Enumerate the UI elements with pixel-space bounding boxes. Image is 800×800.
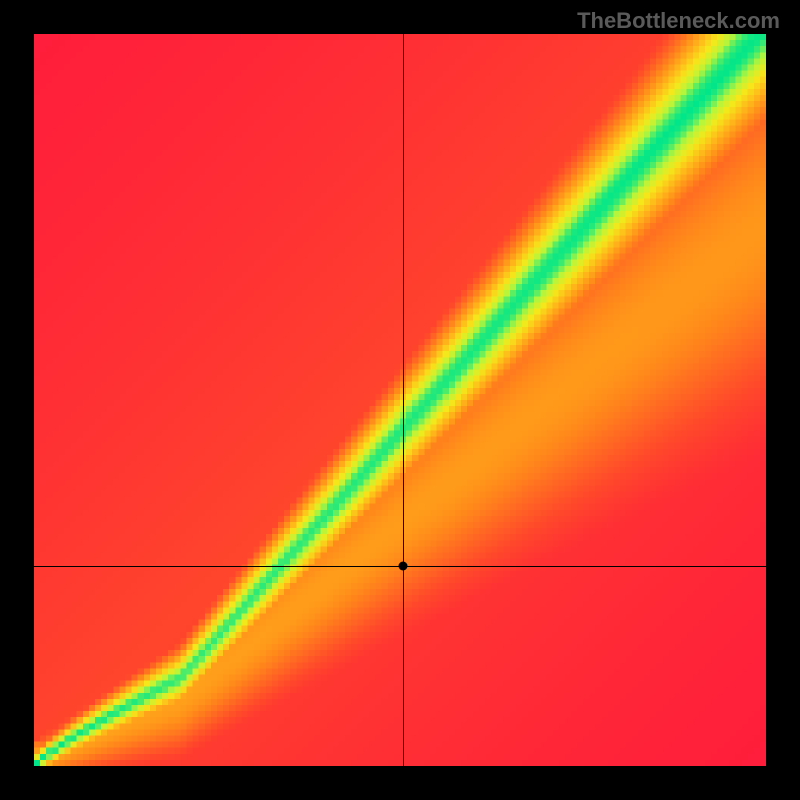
chart-container: TheBottleneck.com — [0, 0, 800, 800]
heatmap-canvas — [34, 34, 766, 766]
attribution-text: TheBottleneck.com — [577, 8, 780, 34]
crosshair-vertical — [403, 34, 404, 766]
heatmap-plot — [34, 34, 766, 766]
data-point-marker — [399, 562, 408, 571]
